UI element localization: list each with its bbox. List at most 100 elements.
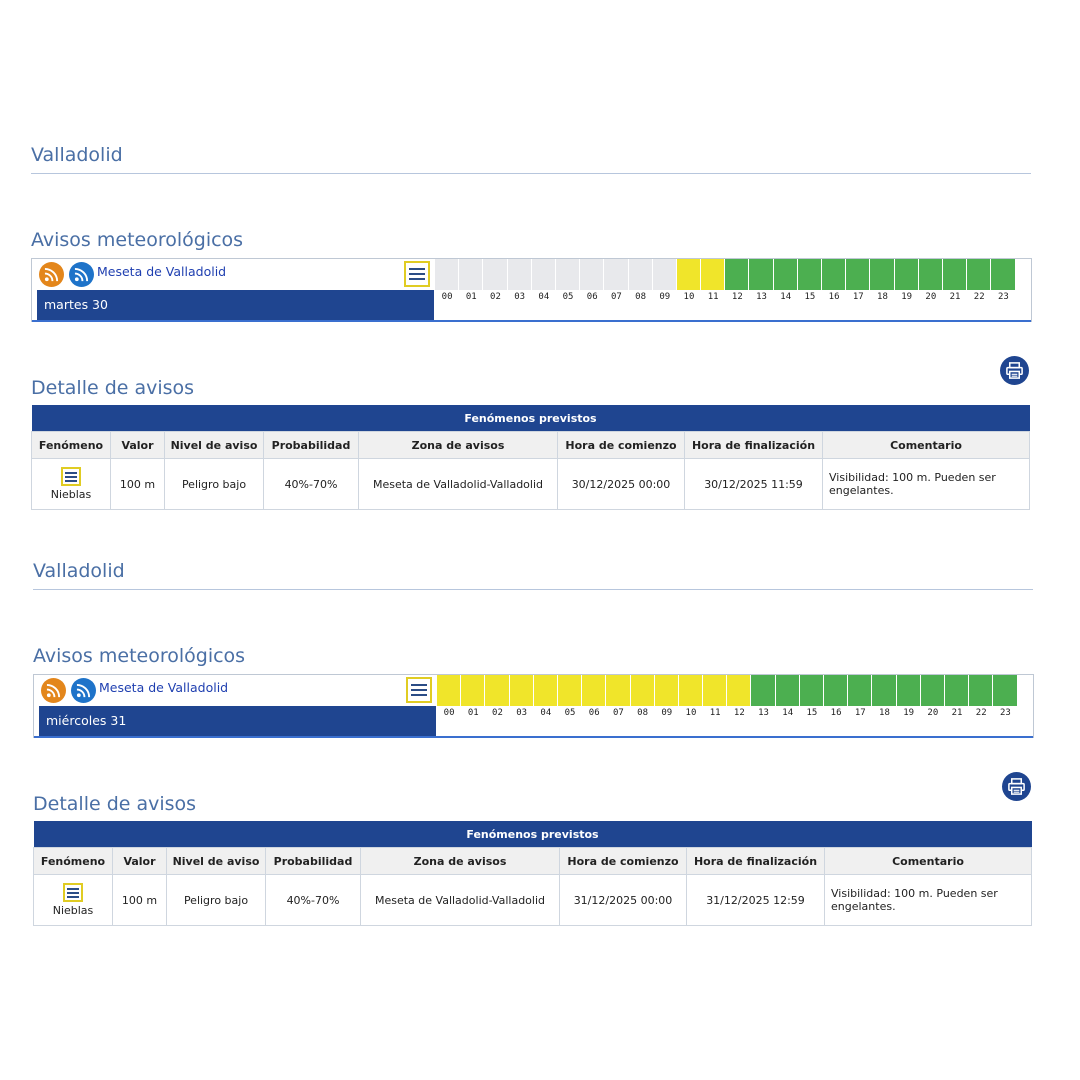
hour-cell-11	[701, 259, 725, 290]
col-inicio: Hora de comienzo	[559, 847, 687, 875]
hour-label: 12	[733, 708, 745, 718]
hour-cells	[437, 675, 1018, 706]
hour-label: 05	[564, 708, 576, 718]
hour-label: 22	[973, 292, 985, 302]
region-title: Valladolid	[31, 144, 123, 166]
rss-feed-icon[interactable]	[41, 678, 66, 703]
hour-label: 08	[637, 708, 649, 718]
detalle-title: Detalle de avisos	[33, 793, 197, 815]
probabilidad-cell: 40%-70%	[263, 458, 359, 510]
hour-label: 23	[997, 292, 1009, 302]
menu-icon[interactable]	[406, 677, 432, 703]
hour-label: 10	[685, 708, 697, 718]
fenomeno-label: Nieblas	[50, 488, 92, 501]
hour-label: 06	[588, 708, 600, 718]
zona-cell: Meseta de Valladolid-Valladolid	[360, 874, 560, 926]
hour-label: 21	[949, 292, 961, 302]
comentario-cell: Visibilidad: 100 m. Pueden ser engelante…	[822, 458, 1030, 510]
hour-cell-20	[920, 675, 944, 706]
hour-cell-08	[628, 259, 652, 290]
detail-table: Fenómenos previstos Fenómeno Valor Nivel…	[31, 405, 1030, 510]
hour-label: 09	[659, 292, 671, 302]
warning-timeline: Meseta de Valladolid martes 30 00 01 02 03 0…	[31, 258, 1032, 322]
hour-label: 16	[828, 292, 840, 302]
detalle-title: Detalle de avisos	[31, 377, 195, 399]
hour-cell-23	[993, 675, 1017, 706]
hour-label: 00	[441, 292, 453, 302]
hour-cell-00	[437, 675, 461, 706]
hour-cell-18	[870, 259, 894, 290]
rss-feed-alt-icon[interactable]	[69, 262, 94, 287]
col-fenomeno: Fenómeno	[31, 431, 111, 459]
hour-cell-08	[630, 675, 654, 706]
avisos-title: Avisos meteorológicos	[33, 645, 246, 667]
hour-cell-00	[435, 259, 459, 290]
fenomeno-cell: Nieblas	[33, 874, 113, 926]
print-button[interactable]	[1000, 356, 1029, 385]
hour-cell-20	[918, 259, 942, 290]
hour-cell-16	[824, 675, 848, 706]
hour-label: 08	[635, 292, 647, 302]
hour-label: 07	[610, 292, 622, 302]
col-nivel: Nivel de aviso	[164, 431, 264, 459]
rss-feed-icon[interactable]	[39, 262, 64, 287]
hour-cell-07	[606, 675, 630, 706]
hour-label: 23	[999, 708, 1011, 718]
col-zona: Zona de avisos	[360, 847, 560, 875]
zona-cell: Meseta de Valladolid-Valladolid	[358, 458, 558, 510]
probabilidad-cell: 40%-70%	[265, 874, 361, 926]
hour-cell-16	[822, 259, 846, 290]
hour-labels: 00 01 02 03 04 05 06 07 08 09 10 11 12 13 14 15 16 17 18 19…	[437, 706, 1027, 720]
hour-cell-22	[969, 675, 993, 706]
day-label: martes 30	[37, 290, 434, 320]
hour-label: 12	[731, 292, 743, 302]
fin-cell: 31/12/2025 12:59	[686, 874, 825, 926]
valor-cell: 100 m	[112, 874, 167, 926]
hour-label: 00	[443, 708, 455, 718]
hour-label: 04	[540, 708, 552, 718]
hour-cell-21	[944, 675, 969, 706]
hour-cell-03	[509, 675, 533, 706]
hour-label: 16	[830, 708, 842, 718]
print-button[interactable]	[1002, 772, 1031, 801]
menu-icon[interactable]	[404, 261, 430, 287]
timeline-underline	[34, 736, 1033, 738]
table-row: Nieblas 100 m Peligro bajo 40%-70% Meset…	[31, 458, 1030, 510]
fog-icon	[63, 883, 83, 902]
hour-label: 15	[804, 292, 816, 302]
hour-label: 18	[879, 708, 890, 718]
hour-label: 19	[903, 708, 915, 718]
detail-table: Fenómenos previstos Fenómeno Valor Nivel…	[33, 821, 1032, 926]
hour-cell-11	[703, 675, 727, 706]
hour-label: 01	[465, 292, 477, 302]
hour-cell-05	[557, 675, 582, 706]
hour-label: 01	[467, 708, 479, 718]
col-inicio: Hora de comienzo	[557, 431, 685, 459]
col-fenomeno: Fenómeno	[33, 847, 113, 875]
hour-cell-15	[797, 259, 821, 290]
hour-label: 22	[975, 708, 987, 718]
rss-feed-alt-icon[interactable]	[71, 678, 96, 703]
zone-link[interactable]: Meseta de Valladolid	[97, 264, 227, 279]
col-valor: Valor	[110, 431, 165, 459]
fenomeno-label: Nieblas	[52, 904, 94, 917]
hour-cell-01	[459, 259, 483, 290]
fog-icon	[61, 467, 81, 486]
hour-cell-10	[676, 259, 701, 290]
inicio-cell: 31/12/2025 00:00	[559, 874, 687, 926]
hour-cell-13	[751, 675, 775, 706]
fin-cell: 30/12/2025 11:59	[684, 458, 823, 510]
hour-label: 19	[901, 292, 913, 302]
divider	[31, 173, 1031, 174]
hour-label: 06	[586, 292, 598, 302]
col-nivel: Nivel de aviso	[166, 847, 266, 875]
hour-label: 10	[683, 292, 695, 302]
hour-label: 21	[951, 708, 963, 718]
col-probabilidad: Probabilidad	[265, 847, 361, 875]
hour-label: 15	[806, 708, 818, 718]
zone-link[interactable]: Meseta de Valladolid	[99, 680, 229, 695]
hour-cell-04	[533, 675, 557, 706]
hour-cell-17	[846, 259, 870, 290]
avisos-title: Avisos meteorológicos	[31, 229, 244, 251]
hour-label: 11	[707, 292, 719, 302]
